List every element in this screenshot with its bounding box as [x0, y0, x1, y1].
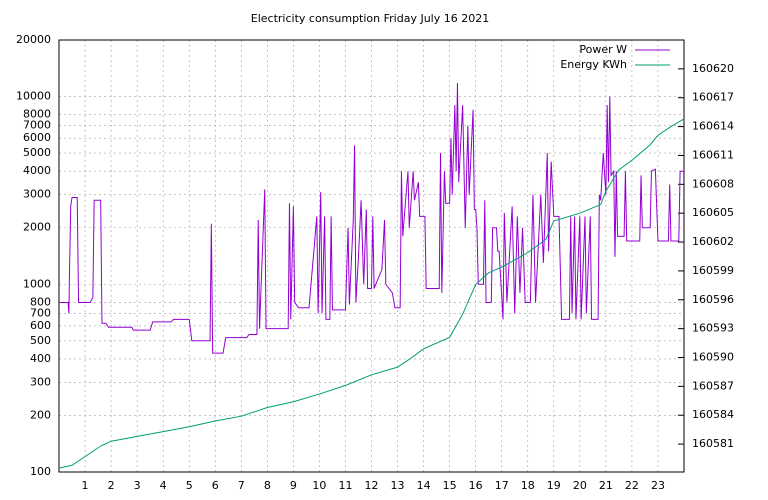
x-tick-label: 23 — [651, 479, 665, 492]
x-tick-label: 11 — [338, 479, 352, 492]
legend-label: Energy KWh — [560, 58, 627, 71]
x-tick-label: 19 — [547, 479, 561, 492]
y2-tick-label: 160617 — [692, 91, 734, 104]
series-line — [58, 118, 685, 469]
y2-tick-label: 160611 — [692, 148, 734, 161]
x-tick-label: 21 — [599, 479, 613, 492]
x-tick-label: 16 — [469, 479, 483, 492]
y2-tick-label: 160605 — [692, 206, 734, 219]
x-tick-label: 3 — [134, 479, 141, 492]
y-tick-label: 20000 — [16, 33, 51, 46]
series-line — [59, 83, 684, 354]
x-tick-label: 18 — [521, 479, 535, 492]
y2-tick-label: 160593 — [692, 322, 734, 335]
y2-tick-label: 160602 — [692, 235, 734, 248]
y-tick-label: 700 — [30, 306, 51, 319]
x-tick-label: 5 — [186, 479, 193, 492]
y-tick-label: 6000 — [23, 131, 51, 144]
y-tick-label: 300 — [30, 375, 51, 388]
y-tick-label: 7000 — [23, 119, 51, 132]
legend-label: Power W — [579, 43, 627, 56]
x-tick-label: 13 — [391, 479, 405, 492]
y2-tick-label: 160596 — [692, 293, 734, 306]
y2-tick-label: 160587 — [692, 379, 734, 392]
x-tick-label: 4 — [160, 479, 167, 492]
x-tick-label: 17 — [495, 479, 509, 492]
y-tick-label: 10000 — [16, 90, 51, 103]
chart-title: Electricity consumption Friday July 16 2… — [251, 12, 489, 25]
x-tick-label: 7 — [238, 479, 245, 492]
y-tick-label: 4000 — [23, 164, 51, 177]
y2-tick-label: 160620 — [692, 62, 734, 75]
y-tick-label: 1000 — [23, 277, 51, 290]
y2-tick-label: 160581 — [692, 437, 734, 450]
x-tick-label: 14 — [417, 479, 431, 492]
y-tick-label: 400 — [30, 352, 51, 365]
y-tick-label: 200 — [30, 408, 51, 421]
x-tick-label: 22 — [625, 479, 639, 492]
x-tick-label: 12 — [365, 479, 379, 492]
y-tick-label: 8000 — [23, 108, 51, 121]
x-tick-label: 1 — [82, 479, 89, 492]
y2-tick-label: 160614 — [692, 120, 734, 133]
x-tick-label: 9 — [290, 479, 297, 492]
y-tick-label: 2000 — [23, 221, 51, 234]
y-tick-label: 500 — [30, 334, 51, 347]
y2-tick-label: 160599 — [692, 264, 734, 277]
y2-tick-label: 160584 — [692, 408, 734, 421]
x-tick-label: 10 — [312, 479, 326, 492]
x-tick-label: 6 — [212, 479, 219, 492]
y-tick-label: 5000 — [23, 146, 51, 159]
y-tick-label: 100 — [30, 465, 51, 478]
x-tick-label: 2 — [108, 479, 115, 492]
y-tick-label: 600 — [30, 319, 51, 332]
y2-tick-label: 160590 — [692, 351, 734, 364]
x-tick-label: 8 — [264, 479, 271, 492]
x-tick-label: 20 — [573, 479, 587, 492]
y-tick-label: 3000 — [23, 188, 51, 201]
y-tick-label: 800 — [30, 295, 51, 308]
plot-frame — [58, 39, 685, 473]
y2-tick-label: 160608 — [692, 177, 734, 190]
x-tick-label: 15 — [443, 479, 457, 492]
